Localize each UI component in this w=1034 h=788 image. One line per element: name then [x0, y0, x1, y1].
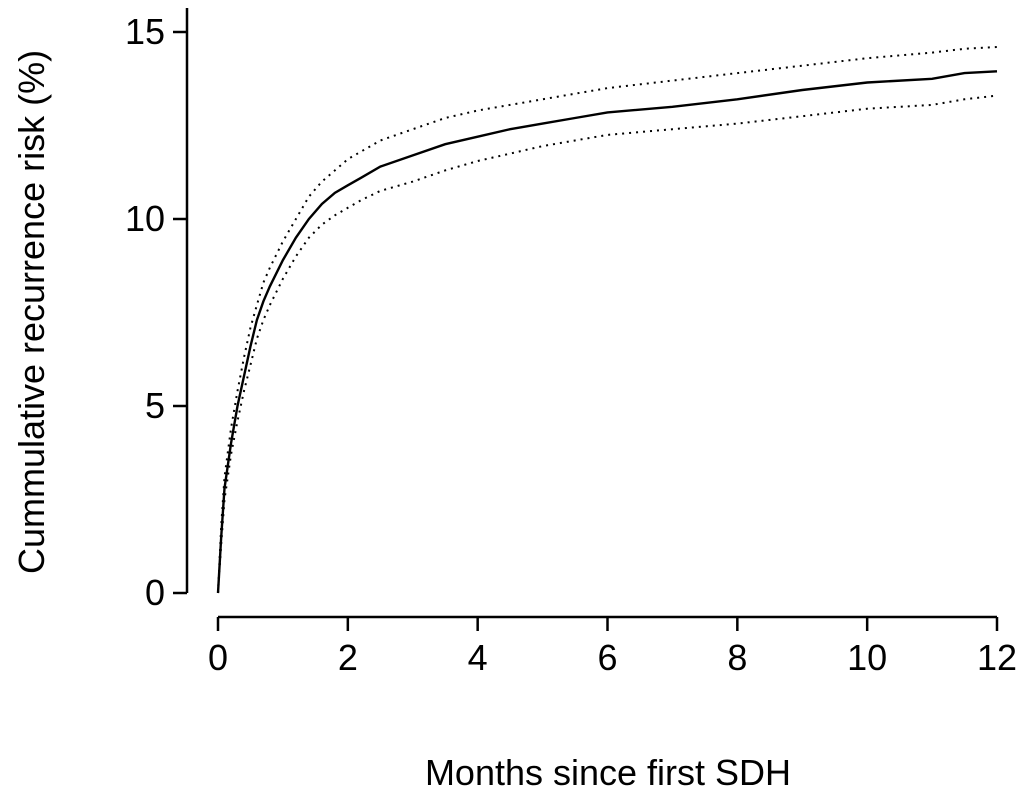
y-tick-label: 15 [125, 11, 165, 52]
series-line-upper-ci [217, 46, 998, 594]
series-line-lower-ci [217, 94, 998, 594]
y-axis-title: Cummulative recurrence risk (%) [11, 50, 52, 574]
x-axis-title: Months since first SDH [425, 752, 791, 788]
series-layer [216, 46, 998, 594]
y-axis: 0 5 10 15 [125, 8, 189, 613]
x-tick-label: 2 [338, 637, 358, 678]
y-tick-label: 10 [125, 198, 165, 239]
series-line-estimate [216, 70, 998, 594]
x-tick-label: 4 [468, 637, 488, 678]
x-tick-label: 8 [727, 637, 747, 678]
y-tick-label: 0 [145, 572, 165, 613]
x-tick-label: 0 [208, 637, 228, 678]
x-tick-label: 6 [597, 637, 617, 678]
x-tick-label: 12 [977, 637, 1017, 678]
y-tick-label: 5 [145, 385, 165, 426]
x-axis: 0 2 4 6 8 10 12 [208, 615, 1017, 678]
x-tick-label: 10 [847, 637, 887, 678]
